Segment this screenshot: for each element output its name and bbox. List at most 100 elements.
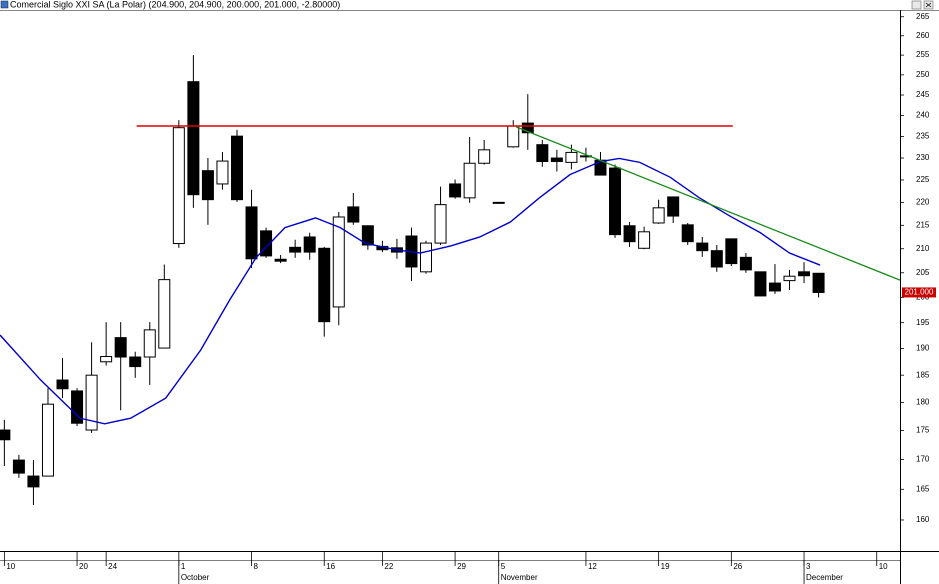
candle-body bbox=[739, 256, 752, 271]
candle-body bbox=[681, 224, 694, 243]
candle-body bbox=[492, 201, 505, 204]
x-tick-label: 1 bbox=[181, 562, 186, 571]
chart-title: Comercial Siglo XXI SA (La Polar) (204.9… bbox=[10, 0, 340, 9]
y-tick-label: 190 bbox=[916, 344, 930, 353]
candle-body bbox=[434, 204, 447, 244]
x-tick-label: 19 bbox=[661, 562, 670, 571]
candle-body bbox=[274, 258, 287, 262]
candle-body bbox=[550, 157, 563, 163]
y-tick-label: 215 bbox=[916, 220, 930, 229]
restore-button[interactable] bbox=[911, 0, 922, 10]
candle-body bbox=[536, 144, 549, 163]
moving-average bbox=[0, 157, 821, 425]
candle-body bbox=[318, 247, 331, 323]
plot-area bbox=[0, 55, 901, 506]
y-tick-label: 185 bbox=[916, 370, 930, 379]
candle-body bbox=[420, 242, 433, 273]
y-tick-label: 240 bbox=[916, 111, 930, 120]
candle-body bbox=[230, 135, 243, 201]
last-value-box bbox=[902, 287, 936, 298]
candle-body bbox=[667, 196, 680, 217]
y-tick-label: 255 bbox=[916, 50, 930, 59]
x-tick-label: 8 bbox=[254, 562, 259, 571]
candle-body bbox=[347, 206, 360, 223]
month-label: November bbox=[501, 573, 538, 582]
candle-body bbox=[100, 355, 113, 363]
x-tick-label: 12 bbox=[588, 562, 597, 571]
candle-body bbox=[798, 271, 811, 277]
candle-body bbox=[158, 279, 171, 349]
candle-body bbox=[85, 374, 98, 431]
candle-body bbox=[303, 236, 316, 253]
x-tick-label: 22 bbox=[384, 562, 393, 571]
candle-body bbox=[609, 167, 622, 236]
candle-body bbox=[361, 225, 374, 246]
y-tick-label: 265 bbox=[916, 12, 930, 21]
x-tick-label: 5 bbox=[501, 562, 506, 571]
x-tick-label: 24 bbox=[108, 562, 117, 571]
candle-body bbox=[332, 216, 345, 308]
candle-body bbox=[71, 390, 84, 424]
month-label: October bbox=[181, 573, 210, 582]
y-tick-label: 170 bbox=[916, 455, 930, 464]
candle-body bbox=[0, 429, 11, 441]
candle-body bbox=[565, 151, 578, 163]
x-tick-label: 10 bbox=[6, 562, 15, 571]
y-tick-label: 250 bbox=[916, 70, 930, 79]
candle-body bbox=[172, 127, 185, 245]
candle-body bbox=[710, 250, 723, 268]
last-value-label: 201.000 bbox=[905, 288, 934, 297]
x-tick-label: 29 bbox=[457, 562, 466, 571]
month-label: December bbox=[806, 573, 843, 582]
candle-body bbox=[114, 337, 127, 358]
candle-body bbox=[260, 230, 273, 257]
x-tick-label: 20 bbox=[79, 562, 88, 571]
y-tick-label: 230 bbox=[916, 153, 930, 162]
x-tick-label: 16 bbox=[326, 562, 335, 571]
candle-body bbox=[129, 356, 142, 368]
x-tick-label: 10 bbox=[879, 562, 888, 571]
candle-body bbox=[768, 282, 781, 292]
y-tick-label: 220 bbox=[916, 197, 930, 206]
close-icon bbox=[925, 2, 932, 8]
trend-line bbox=[515, 126, 901, 281]
candle-body bbox=[289, 246, 302, 253]
candle-body bbox=[478, 149, 491, 164]
candle-body bbox=[201, 170, 214, 201]
candle-body bbox=[725, 238, 738, 265]
candle-body bbox=[507, 125, 520, 148]
y-tick-label: 165 bbox=[916, 484, 930, 493]
x-tick-label: 26 bbox=[733, 562, 742, 571]
y-tick-label: 225 bbox=[916, 175, 930, 184]
y-tick-label: 260 bbox=[916, 31, 930, 40]
window-icon bbox=[0, 0, 9, 9]
candle-body bbox=[245, 206, 258, 260]
candle-body bbox=[812, 272, 825, 293]
candle-body bbox=[623, 225, 636, 243]
candle-body bbox=[652, 207, 665, 224]
candle-body bbox=[638, 231, 651, 249]
candle-body bbox=[41, 403, 54, 477]
y-tick-label: 180 bbox=[916, 398, 930, 407]
y-tick-label: 160 bbox=[916, 515, 930, 524]
candle-body bbox=[449, 183, 462, 198]
candle-body bbox=[27, 475, 40, 488]
candle-body bbox=[56, 379, 69, 390]
candle-body bbox=[696, 242, 709, 252]
y-tick-label: 195 bbox=[916, 318, 930, 327]
y-tick-label: 205 bbox=[916, 268, 930, 277]
y-tick-label: 210 bbox=[916, 244, 930, 253]
y-tick-label: 175 bbox=[916, 426, 930, 435]
candle-body bbox=[521, 122, 534, 134]
candle-body bbox=[12, 459, 25, 474]
candle-body bbox=[143, 329, 156, 358]
candle-body bbox=[783, 275, 796, 282]
candle-body bbox=[216, 160, 229, 185]
candle-body bbox=[754, 271, 767, 297]
candle-body bbox=[187, 81, 200, 196]
x-tick-label: 3 bbox=[806, 562, 811, 571]
candle-body bbox=[463, 162, 476, 199]
y-tick-label: 245 bbox=[916, 90, 930, 99]
